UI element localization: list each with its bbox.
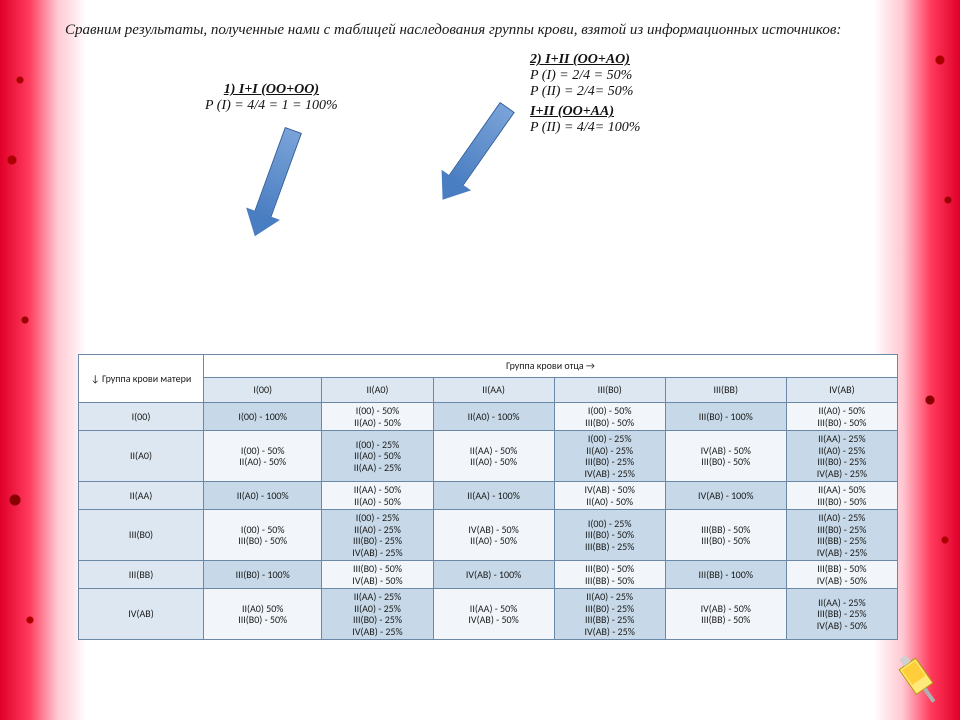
- table-row: II(AA)II(A0) - 100%II(AA) - 50%II(A0) - …: [79, 482, 898, 510]
- table-cell: I(00) - 25%II(A0) - 25%III(B0) - 25%IV(A…: [554, 431, 665, 482]
- table-cell: II(A0) - 50%III(B0) - 50%: [786, 403, 897, 431]
- col-header: III(BB): [665, 378, 786, 403]
- table-cell: II(AA) - 50%IV(AB) - 50%: [433, 589, 554, 640]
- table-cell: II(A0) - 25%III(B0) - 25%III(BB) - 25%IV…: [786, 510, 897, 561]
- table-cell: I(00) - 50%II(A0) - 50%: [322, 403, 433, 431]
- row-header: II(A0): [79, 431, 204, 482]
- row-header: III(BB): [79, 561, 204, 589]
- table-cell: III(B0) - 100%: [204, 561, 322, 589]
- col-header: II(A0): [322, 378, 433, 403]
- table-cell: II(AA) - 25%II(A0) - 25%III(B0) - 25%IV(…: [786, 431, 897, 482]
- table-cell: II(A0) - 100%: [433, 403, 554, 431]
- col-header: II(AA): [433, 378, 554, 403]
- row-header: III(B0): [79, 510, 204, 561]
- top-header: Группа крови отца →: [204, 355, 898, 378]
- col-header: IV(AB): [786, 378, 897, 403]
- inheritance-table-wrap: ↓ Группа крови матери Группа крови отца …: [78, 354, 898, 640]
- table-cell: III(B0) - 50%IV(AB) - 50%: [322, 561, 433, 589]
- table-cell: II(AA) - 50%III(B0) - 50%: [786, 482, 897, 510]
- table-cell: I(00) - 25%III(B0) - 50%III(BB) - 25%: [554, 510, 665, 561]
- table-cell: I(00) - 50%III(B0) - 50%: [204, 510, 322, 561]
- table-cell: II(AA) - 100%: [433, 482, 554, 510]
- syringe-icon: [890, 652, 950, 712]
- callout-2-head2: I+II (OO+AA): [530, 104, 614, 120]
- table-row: III(B0)I(00) - 50%III(B0) - 50%I(00) - 2…: [79, 510, 898, 561]
- table-cell: II(A0) - 25%III(B0) - 25%III(BB) - 25%IV…: [554, 589, 665, 640]
- table-cell: I(00) - 50%II(A0) - 50%: [204, 431, 322, 482]
- table-cell: III(B0) - 50%III(BB) - 50%: [554, 561, 665, 589]
- table-cell: IV(AB) - 50%III(BB) - 50%: [665, 589, 786, 640]
- table-cell: II(A0) - 100%: [204, 482, 322, 510]
- table-cell: III(BB) - 50%IV(AB) - 50%: [786, 561, 897, 589]
- callouts-region: 1) I+I (OO+OO) P (I) = 4/4 = 1 = 100% 2)…: [55, 62, 905, 222]
- table-cell: I(00) - 50%III(B0) - 50%: [554, 403, 665, 431]
- table-cell: II(A0) 50%III(B0) - 50%: [204, 589, 322, 640]
- col-header: III(B0): [554, 378, 665, 403]
- callout-1-p1: P (I) = 4/4 = 1 = 100%: [205, 98, 338, 114]
- col-header: I(00): [204, 378, 322, 403]
- callout-2-p1: P (I) = 2/4 = 50%: [530, 68, 640, 84]
- row-header: IV(AB): [79, 589, 204, 640]
- table-cell: II(AA) - 25%III(BB) - 25%IV(AB) - 50%: [786, 589, 897, 640]
- table-row: II(A0)I(00) - 50%II(A0) - 50%I(00) - 25%…: [79, 431, 898, 482]
- callout-2-head: 2) I+II (OO+AO): [530, 52, 640, 68]
- intro-text: Сравним результаты, полученные нами с та…: [65, 20, 905, 40]
- table-cell: I(00) - 25%II(A0) - 25%III(B0) - 25%IV(A…: [322, 510, 433, 561]
- table-cell: I(00) - 100%: [204, 403, 322, 431]
- table-cell: III(BB) - 100%: [665, 561, 786, 589]
- row-header: II(AA): [79, 482, 204, 510]
- callout-1-head: 1) I+I (OO+OO): [205, 82, 338, 98]
- row-header: I(00): [79, 403, 204, 431]
- table-cell: IV(AB) - 50%II(A0) - 50%: [554, 482, 665, 510]
- callout-2-p2: P (II) = 2/4= 50%: [530, 84, 640, 100]
- table-cell: II(AA) - 50%II(A0) - 50%: [322, 482, 433, 510]
- callout-2: 2) I+II (OO+AO) P (I) = 2/4 = 50% P (II)…: [530, 52, 640, 136]
- row-header-title: ↓ Группа крови матери: [79, 355, 204, 403]
- table-cell: III(B0) - 100%: [665, 403, 786, 431]
- table-cell: III(BB) - 50%III(B0) - 50%: [665, 510, 786, 561]
- table-row: I(00)I(00) - 100%I(00) - 50%II(A0) - 50%…: [79, 403, 898, 431]
- table-cell: IV(AB) - 50%II(A0) - 50%: [433, 510, 554, 561]
- table-cell: I(00) - 25%II(A0) - 50%II(AA) - 25%: [322, 431, 433, 482]
- callout-1: 1) I+I (OO+OO) P (I) = 4/4 = 1 = 100%: [205, 82, 338, 114]
- table-row: IV(AB)II(A0) 50%III(B0) - 50%II(AA) - 25…: [79, 589, 898, 640]
- callout-2-p3: P (II) = 4/4= 100%: [530, 120, 640, 136]
- table-cell: IV(AB) - 50%III(B0) - 50%: [665, 431, 786, 482]
- inheritance-table: ↓ Группа крови матери Группа крови отца …: [78, 354, 898, 640]
- table-cell: IV(AB) - 100%: [433, 561, 554, 589]
- table-cell: IV(AB) - 100%: [665, 482, 786, 510]
- table-cell: II(AA) - 25%II(A0) - 25%III(B0) - 25%IV(…: [322, 589, 433, 640]
- table-cell: II(AA) - 50%II(A0) - 50%: [433, 431, 554, 482]
- table-row: III(BB)III(B0) - 100%III(B0) - 50%IV(AB)…: [79, 561, 898, 589]
